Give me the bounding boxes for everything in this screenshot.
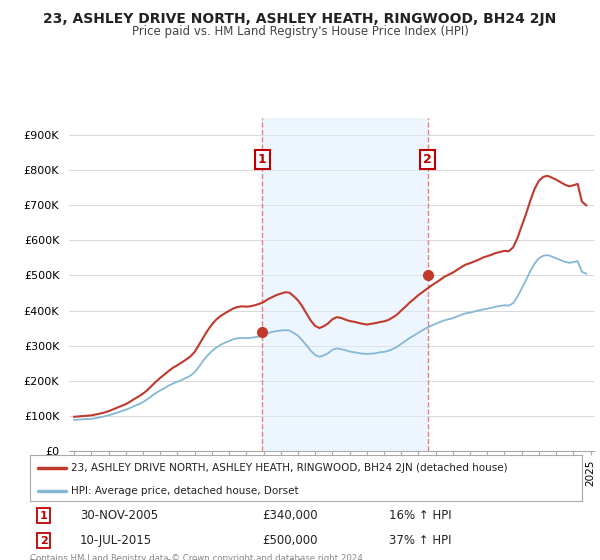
- Text: £340,000: £340,000: [262, 509, 317, 522]
- Text: 30-NOV-2005: 30-NOV-2005: [80, 509, 158, 522]
- Text: 2: 2: [423, 153, 432, 166]
- Text: 1: 1: [40, 511, 47, 521]
- Bar: [262, 118, 428, 451]
- Text: 23, ASHLEY DRIVE NORTH, ASHLEY HEATH, RINGWOOD, BH24 2JN: 23, ASHLEY DRIVE NORTH, ASHLEY HEATH, RI…: [43, 12, 557, 26]
- Text: 16% ↑ HPI: 16% ↑ HPI: [389, 509, 451, 522]
- Text: Price paid vs. HM Land Registry's House Price Index (HPI): Price paid vs. HM Land Registry's House …: [131, 25, 469, 38]
- Text: HPI: Average price, detached house, Dorset: HPI: Average price, detached house, Dors…: [71, 486, 299, 496]
- Text: 1: 1: [258, 153, 266, 166]
- Text: 10-JUL-2015: 10-JUL-2015: [80, 534, 152, 547]
- Text: 2: 2: [40, 536, 47, 546]
- Text: 37% ↑ HPI: 37% ↑ HPI: [389, 534, 451, 547]
- Text: £500,000: £500,000: [262, 534, 317, 547]
- Text: Contains HM Land Registry data © Crown copyright and database right 2024.: Contains HM Land Registry data © Crown c…: [30, 554, 365, 560]
- Text: 23, ASHLEY DRIVE NORTH, ASHLEY HEATH, RINGWOOD, BH24 2JN (detached house): 23, ASHLEY DRIVE NORTH, ASHLEY HEATH, RI…: [71, 463, 508, 473]
- Text: This data is licensed under the Open Government Licence v3.0.: This data is licensed under the Open Gov…: [30, 559, 305, 560]
